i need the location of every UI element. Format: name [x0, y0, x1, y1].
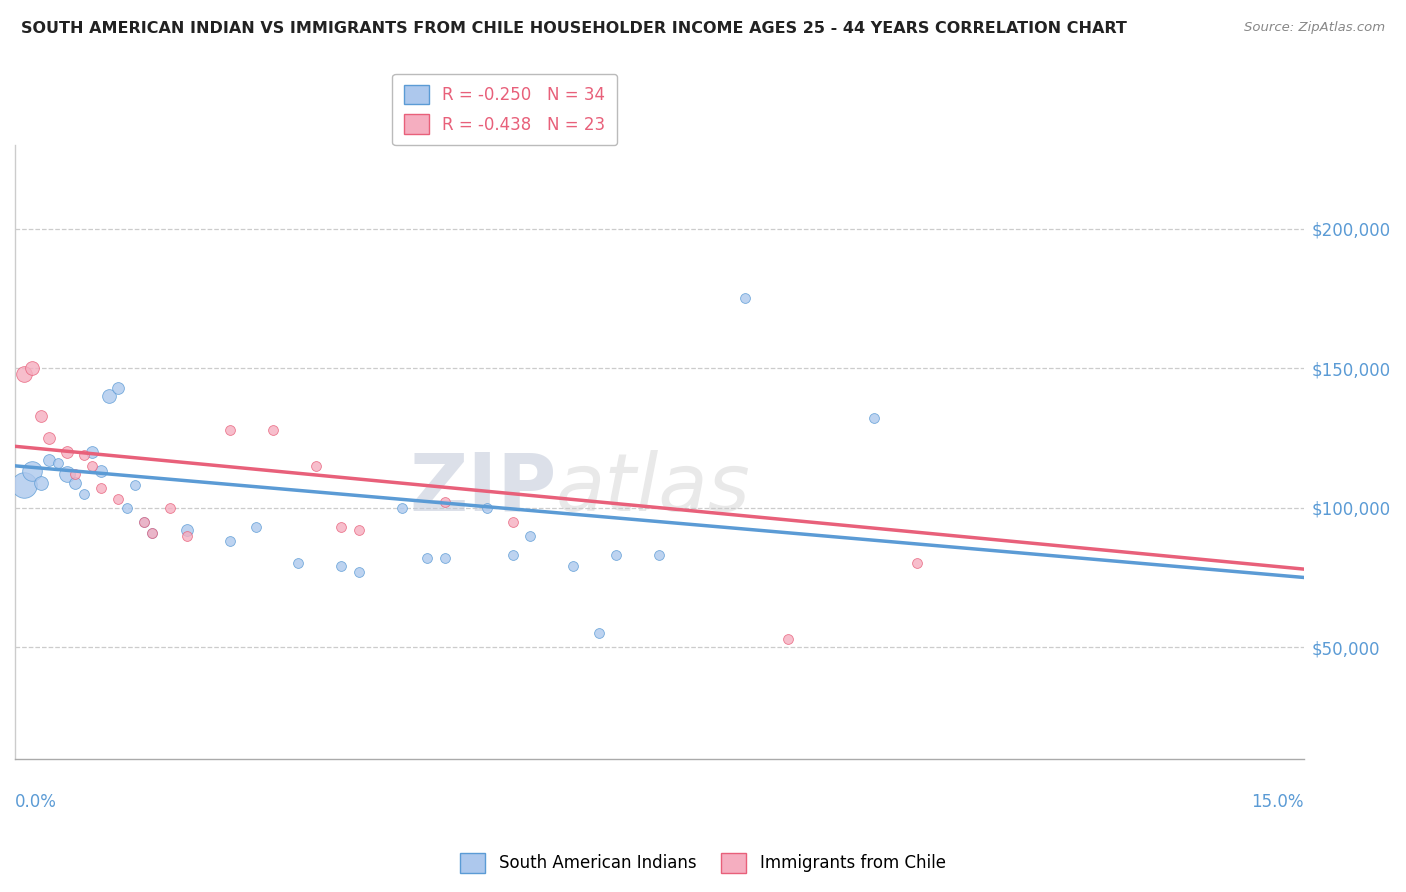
Point: [21, 465, 44, 479]
Point: [13, 367, 35, 381]
Point: [218, 534, 240, 549]
Point: [648, 548, 671, 562]
Point: [73, 448, 96, 462]
Point: [176, 528, 198, 542]
Point: [287, 557, 309, 571]
Point: [262, 423, 284, 437]
Point: [90, 481, 112, 495]
Point: [863, 411, 886, 425]
Point: [502, 548, 524, 562]
Point: [132, 515, 155, 529]
Point: [330, 520, 353, 534]
Point: [21, 361, 44, 376]
Point: [778, 632, 800, 646]
Text: 15.0%: 15.0%: [1251, 792, 1303, 811]
Text: Source: ZipAtlas.com: Source: ZipAtlas.com: [1244, 21, 1385, 34]
Point: [605, 548, 627, 562]
Point: [416, 550, 439, 565]
Point: [141, 525, 163, 540]
Point: [124, 478, 146, 492]
Text: atlas: atlas: [557, 450, 751, 528]
Point: [73, 487, 96, 501]
Point: [98, 389, 121, 403]
Point: [905, 557, 928, 571]
Point: [347, 565, 370, 579]
Point: [176, 523, 198, 537]
Legend: R = -0.250   N = 34, R = -0.438   N = 23: R = -0.250 N = 34, R = -0.438 N = 23: [392, 73, 617, 145]
Point: [38, 453, 60, 467]
Point: [245, 520, 267, 534]
Point: [391, 500, 413, 515]
Point: [46, 456, 69, 470]
Point: [132, 515, 155, 529]
Point: [433, 550, 456, 565]
Point: [562, 559, 585, 574]
Point: [82, 445, 104, 459]
Point: [519, 528, 541, 542]
Point: [38, 431, 60, 445]
Point: [141, 525, 163, 540]
Point: [82, 458, 104, 473]
Text: SOUTH AMERICAN INDIAN VS IMMIGRANTS FROM CHILE HOUSEHOLDER INCOME AGES 25 - 44 Y: SOUTH AMERICAN INDIAN VS IMMIGRANTS FROM…: [21, 21, 1128, 36]
Point: [330, 559, 353, 574]
Point: [159, 500, 181, 515]
Point: [502, 515, 524, 529]
Point: [63, 475, 86, 490]
Legend: South American Indians, Immigrants from Chile: South American Indians, Immigrants from …: [454, 847, 952, 880]
Point: [30, 475, 52, 490]
Text: 0.0%: 0.0%: [15, 792, 56, 811]
Point: [347, 523, 370, 537]
Point: [90, 465, 112, 479]
Point: [734, 292, 756, 306]
Point: [433, 495, 456, 509]
Point: [588, 626, 610, 640]
Point: [115, 500, 138, 515]
Point: [55, 467, 77, 482]
Text: ZIP: ZIP: [409, 450, 557, 528]
Point: [107, 492, 129, 507]
Point: [13, 478, 35, 492]
Point: [55, 445, 77, 459]
Point: [63, 467, 86, 482]
Point: [30, 409, 52, 423]
Point: [107, 381, 129, 395]
Point: [305, 458, 328, 473]
Point: [477, 500, 499, 515]
Point: [218, 423, 240, 437]
